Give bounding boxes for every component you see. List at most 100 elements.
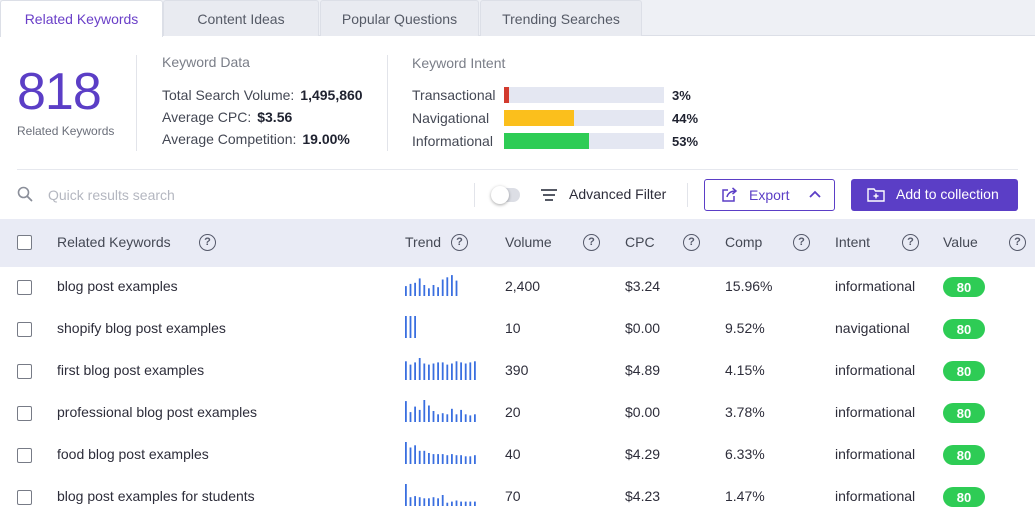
trend-bar [414, 445, 416, 464]
select-all-checkbox[interactable] [17, 235, 32, 250]
intent-fill-navigational [504, 110, 575, 126]
keyword-intent-title: Keyword Intent [412, 55, 506, 71]
help-icon[interactable]: ? [683, 234, 700, 251]
table-row[interactable]: blog post examples 2,400 $3.24 15.96% in… [0, 266, 1035, 308]
trend-bar [460, 455, 462, 464]
table-row[interactable]: blog post examples for students 70 $4.23… [0, 476, 1035, 512]
trend-sparkline [405, 275, 458, 296]
column-header-keyword[interactable]: Related Keywords [57, 234, 171, 250]
quick-results-search-input[interactable] [48, 184, 448, 206]
advanced-filter-label[interactable]: Advanced Filter [569, 186, 667, 202]
comp-cell: 1.47% [725, 488, 765, 504]
trend-bar [455, 361, 458, 380]
column-header-value[interactable]: Value [943, 234, 978, 250]
trend-sparkline [405, 358, 476, 380]
intent-bar-informational [504, 133, 664, 149]
column-header-intent[interactable]: Intent [835, 234, 871, 250]
help-icon[interactable]: ? [199, 234, 216, 251]
trend-bar [451, 408, 453, 422]
table-row[interactable]: first blog post examples 390 $4.89 4.15%… [0, 350, 1035, 392]
toolbar-divider [474, 183, 475, 207]
related-keywords-count: 818 [17, 63, 102, 121]
filter-lines-icon[interactable] [541, 189, 557, 201]
cpc-cell: $0.00 [625, 404, 661, 420]
keyword-cell[interactable]: blog post examples for students [57, 488, 255, 504]
intent-bar-navigational [504, 110, 664, 126]
trend-bar [441, 454, 444, 464]
table-row[interactable]: shopify blog post examples 10 $0.00 9.52… [0, 308, 1035, 350]
keyword-cell[interactable]: professional blog post examples [57, 404, 258, 420]
volume-cell: 390 [505, 362, 529, 378]
trend-bar [437, 287, 439, 296]
trend-bar [405, 401, 407, 422]
trend-bar [460, 409, 462, 422]
trend-bar [409, 447, 412, 464]
table-row[interactable]: professional blog post examples 20 $0.00… [0, 392, 1035, 434]
toggle-knob [491, 186, 509, 204]
row-checkbox[interactable] [17, 322, 32, 337]
cpc-cell: $3.24 [625, 278, 661, 294]
trend-bar [409, 364, 412, 380]
keyword-cell[interactable]: blog post examples [57, 278, 178, 294]
tab-popular-questions[interactable]: Popular Questions [320, 0, 479, 36]
add-to-collection-button[interactable]: Add to collection [851, 179, 1018, 211]
volume-cell: 10 [505, 320, 521, 336]
help-icon[interactable]: ? [902, 234, 919, 251]
trend-bar [409, 412, 412, 422]
export-icon [722, 187, 738, 202]
average-competition-label: Average Competition: [162, 131, 297, 147]
column-header-trend[interactable]: Trend [405, 234, 442, 250]
trend-bar [414, 496, 416, 506]
row-checkbox[interactable] [17, 364, 32, 379]
trend-bar [405, 286, 407, 296]
trend-bar [441, 362, 444, 380]
trend-bar [469, 456, 472, 464]
row-checkbox[interactable] [17, 406, 32, 421]
intent-cell: navigational [835, 320, 910, 336]
tab-content-ideas[interactable]: Content Ideas [163, 0, 319, 36]
intent-cell: informational [835, 404, 916, 420]
trend-bar [464, 456, 467, 464]
trend-bar [437, 454, 439, 464]
tab-related-keywords[interactable]: Related Keywords [0, 0, 163, 37]
trend-bar [414, 316, 416, 338]
export-button[interactable]: Export [704, 179, 835, 211]
intent-bar-transactional [504, 87, 664, 103]
trend-sparkline [405, 484, 476, 506]
row-checkbox[interactable] [17, 280, 32, 295]
trend-sparkline [405, 316, 416, 338]
row-checkbox[interactable] [17, 490, 32, 505]
intent-cell: informational [835, 488, 916, 504]
keyword-cell[interactable]: shopify blog post examples [57, 320, 226, 336]
help-icon[interactable]: ? [793, 234, 810, 251]
summary-divider [136, 55, 137, 151]
row-checkbox[interactable] [17, 448, 32, 463]
summary-toolbar-divider [17, 169, 1018, 170]
tab-trending-searches[interactable]: Trending Searches [480, 0, 642, 36]
trend-bar [437, 498, 439, 506]
folder-plus-icon [867, 188, 885, 202]
volume-cell: 2,400 [505, 278, 541, 294]
trend-bar [418, 497, 421, 506]
trend-bar [405, 316, 407, 338]
trend-bar [474, 414, 476, 422]
trend-bar [405, 442, 407, 464]
help-icon[interactable]: ? [583, 234, 600, 251]
column-header-comp[interactable]: Comp [725, 234, 763, 250]
trend-bar [432, 411, 435, 422]
trend-bar [432, 285, 435, 296]
trend-bar [428, 453, 430, 464]
column-header-volume[interactable]: Volume [505, 234, 552, 250]
trend-bar [423, 450, 426, 464]
help-icon[interactable]: ? [451, 234, 468, 251]
advanced-filter-toggle[interactable] [491, 186, 520, 204]
table-row[interactable]: food blog post examples 40 $4.29 6.33% i… [0, 434, 1035, 476]
intent-label-informational: Informational [412, 133, 493, 149]
column-header-cpc[interactable]: CPC [625, 234, 655, 250]
intent-label-transactional: Transactional [412, 87, 496, 103]
help-icon[interactable]: ? [1009, 234, 1026, 251]
keyword-cell[interactable]: food blog post examples [57, 446, 209, 462]
trend-bar [432, 363, 435, 380]
trend-bar [405, 361, 407, 380]
keyword-cell[interactable]: first blog post examples [57, 362, 205, 378]
